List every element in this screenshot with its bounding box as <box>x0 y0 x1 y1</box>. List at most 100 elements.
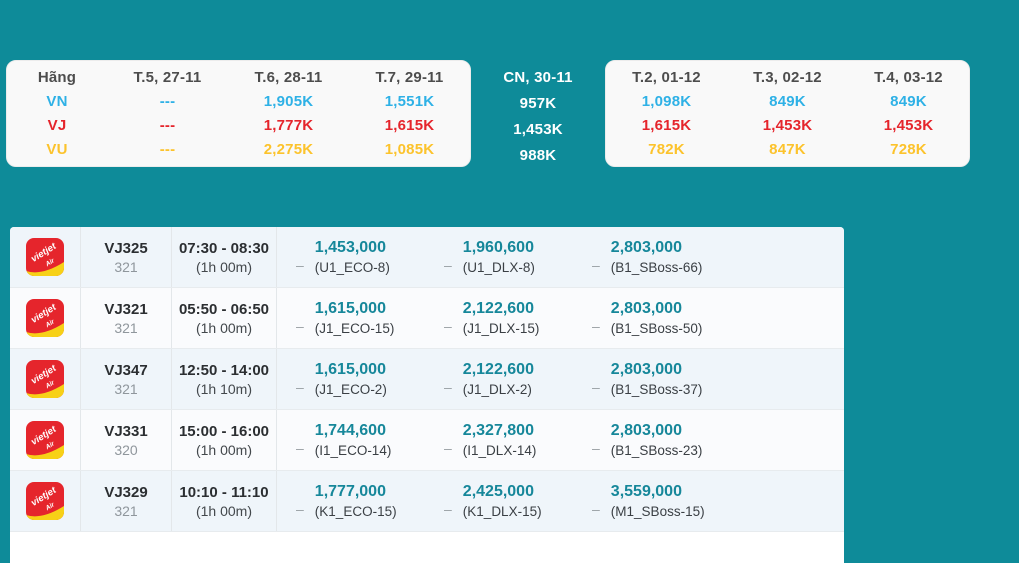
svg-text:Air: Air <box>44 501 57 513</box>
fare-class: (U1_ECO-8) <box>314 260 390 275</box>
calendar-price-vn: 1,098K <box>641 92 692 110</box>
calendar-price-vn: 849K <box>890 92 927 110</box>
calendar-day-column-27-11[interactable]: T.5, 27-11 --- --- --- <box>107 65 228 162</box>
fare-class: (B1_SBoss-23) <box>610 443 703 458</box>
fare-price: 2,122,600 <box>462 361 534 378</box>
flight-number-cell: VJ325 321 <box>81 227 172 287</box>
calendar-day-header: T.7, 29-11 <box>375 68 444 86</box>
fare-dash: – <box>296 379 304 395</box>
departure-arrival-time: 07:30 - 08:30 <box>178 239 270 257</box>
flight-row[interactable]: vietjet Air VJ347 321 12:50 - 14:00 (1h … <box>10 349 844 410</box>
vietjet-logo-icon: vietjet Air <box>26 421 64 459</box>
fare-class: (J1_DLX-15) <box>462 321 540 336</box>
calendar-day-column-03-12[interactable]: T.4, 03-12 849K 1,453K 728K <box>848 65 969 162</box>
fare-option-dlx[interactable]: – 2,425,000 (K1_DLX-15) <box>425 471 573 531</box>
flight-duration: (1h 10m) <box>195 380 253 397</box>
fare-class: (M1_SBoss-15) <box>610 504 705 519</box>
calendar-day-column-02-12[interactable]: T.3, 02-12 849K 1,453K 847K <box>727 65 848 162</box>
flight-row[interactable]: vietjet Air VJ325 321 07:30 - 08:30 (1h … <box>10 227 844 288</box>
fare-class: (I1_ECO-14) <box>314 443 392 458</box>
fare-price: 1,615,000 <box>314 300 386 317</box>
fare-option-eco[interactable]: – 1,744,600 (I1_ECO-14) <box>277 410 425 470</box>
fare-price: 1,615,000 <box>314 361 386 378</box>
fare-option-eco[interactable]: – 1,777,000 (K1_ECO-15) <box>277 471 425 531</box>
departure-arrival-time: 10:10 - 11:10 <box>179 483 269 501</box>
fare-option-dlx[interactable]: – 2,327,800 (I1_DLX-14) <box>425 410 573 470</box>
calendar-price-vj: 1,453K <box>883 117 934 135</box>
aircraft-type: 321 <box>114 258 138 275</box>
fare-option-eco[interactable]: – 1,615,000 (J1_ECO-15) <box>277 288 425 348</box>
calendar-price-vj: 1,453K <box>513 120 563 138</box>
aircraft-type: 321 <box>114 319 138 336</box>
fare-price: 2,803,000 <box>610 300 682 317</box>
svg-text:Air: Air <box>44 318 57 330</box>
fare-dash: – <box>444 257 452 273</box>
flight-duration: (1h 00m) <box>195 258 253 275</box>
fare-class: (B1_SBoss-37) <box>610 382 703 397</box>
fare-price: 1,744,600 <box>314 422 386 439</box>
fare-price: 2,803,000 <box>610 239 682 256</box>
fare-class: (B1_SBoss-66) <box>610 260 703 275</box>
fare-dash: – <box>444 501 452 517</box>
calendar-price-vu: 728K <box>890 141 927 159</box>
fare-calendar-left-card: Hãng VN VJ VU T.5, 27-11 --- --- --- T.6… <box>6 60 471 167</box>
fare-option-sboss[interactable]: – 2,803,000 (B1_SBoss-66) <box>573 227 844 287</box>
fare-price: 3,559,000 <box>610 483 682 500</box>
calendar-day-column-selected-30-11[interactable]: CN, 30-11 957K 1,453K 988K <box>471 57 605 171</box>
calendar-price-vn: 1,905K <box>263 92 314 110</box>
calendar-price-vn: --- <box>159 92 176 110</box>
flight-time-cell: 10:10 - 11:10 (1h 00m) <box>172 471 277 531</box>
calendar-price-vj: 1,453K <box>762 117 813 135</box>
flight-duration: (1h 00m) <box>195 502 253 519</box>
fare-dash: – <box>444 379 452 395</box>
fare-option-eco[interactable]: – 1,453,000 (U1_ECO-8) <box>277 227 425 287</box>
fare-price: 2,122,600 <box>462 300 534 317</box>
flight-number: VJ325 <box>104 239 148 257</box>
flight-row[interactable]: vietjet Air VJ321 321 05:50 - 06:50 (1h … <box>10 288 844 349</box>
svg-text:Air: Air <box>44 440 57 452</box>
calendar-day-column-28-11[interactable]: T.6, 28-11 1,905K 1,777K 2,275K <box>228 65 349 162</box>
flight-number: VJ347 <box>104 361 148 379</box>
flight-row[interactable]: vietjet Air VJ331 320 15:00 - 16:00 (1h … <box>10 410 844 471</box>
fare-price: 1,777,000 <box>314 483 386 500</box>
departure-arrival-time: 15:00 - 16:00 <box>178 422 270 440</box>
flight-time-cell: 05:50 - 06:50 (1h 00m) <box>172 288 277 348</box>
fare-class: (I1_DLX-14) <box>462 443 537 458</box>
calendar-price-vu: 847K <box>769 141 806 159</box>
fare-price: 1,453,000 <box>314 239 386 256</box>
calendar-day-column-29-11[interactable]: T.7, 29-11 1,551K 1,615K 1,085K <box>349 65 470 162</box>
fare-option-sboss[interactable]: – 3,559,000 (M1_SBoss-15) <box>573 471 844 531</box>
fare-option-dlx[interactable]: – 1,960,600 (U1_DLX-8) <box>425 227 573 287</box>
flight-list: vietjet Air VJ325 321 07:30 - 08:30 (1h … <box>10 227 844 563</box>
calendar-day-column-01-12[interactable]: T.2, 01-12 1,098K 1,615K 782K <box>606 65 727 162</box>
fare-class: (J1_ECO-15) <box>314 321 395 336</box>
calendar-price-vu: 988K <box>519 146 557 164</box>
flight-number-cell: VJ329 321 <box>81 471 172 531</box>
fare-price: 2,327,800 <box>462 422 534 439</box>
airline-logo-cell: vietjet Air <box>10 227 81 287</box>
flight-row[interactable]: vietjet Air VJ329 321 10:10 - 11:10 (1h … <box>10 471 844 532</box>
calendar-price-vj: 1,615K <box>641 117 692 135</box>
fare-option-sboss[interactable]: – 2,803,000 (B1_SBoss-50) <box>573 288 844 348</box>
calendar-day-header: T.3, 02-12 <box>753 68 822 86</box>
vietjet-logo-icon: vietjet Air <box>26 299 64 337</box>
flight-number: VJ329 <box>104 483 148 501</box>
fare-dash: – <box>592 440 600 456</box>
fare-class: (K1_ECO-15) <box>314 504 397 519</box>
departure-arrival-time: 05:50 - 06:50 <box>178 300 270 318</box>
calendar-price-vu: --- <box>159 141 176 159</box>
fare-calendar-right-card: T.2, 01-12 1,098K 1,615K 782K T.3, 02-12… <box>605 60 970 167</box>
fare-option-eco[interactable]: – 1,615,000 (J1_ECO-2) <box>277 349 425 409</box>
flight-number: VJ321 <box>104 300 148 318</box>
fare-price: 2,803,000 <box>610 361 682 378</box>
fare-dash: – <box>296 257 304 273</box>
fare-option-sboss[interactable]: – 2,803,000 (B1_SBoss-37) <box>573 349 844 409</box>
airline-logo-cell: vietjet Air <box>10 410 81 470</box>
fare-class: (J1_ECO-2) <box>314 382 387 397</box>
flight-number: VJ331 <box>104 422 148 440</box>
calendar-price-vn: 1,551K <box>384 92 435 110</box>
calendar-price-vn: 957K <box>519 94 557 112</box>
fare-option-sboss[interactable]: – 2,803,000 (B1_SBoss-23) <box>573 410 844 470</box>
fare-option-dlx[interactable]: – 2,122,600 (J1_DLX-2) <box>425 349 573 409</box>
fare-option-dlx[interactable]: – 2,122,600 (J1_DLX-15) <box>425 288 573 348</box>
